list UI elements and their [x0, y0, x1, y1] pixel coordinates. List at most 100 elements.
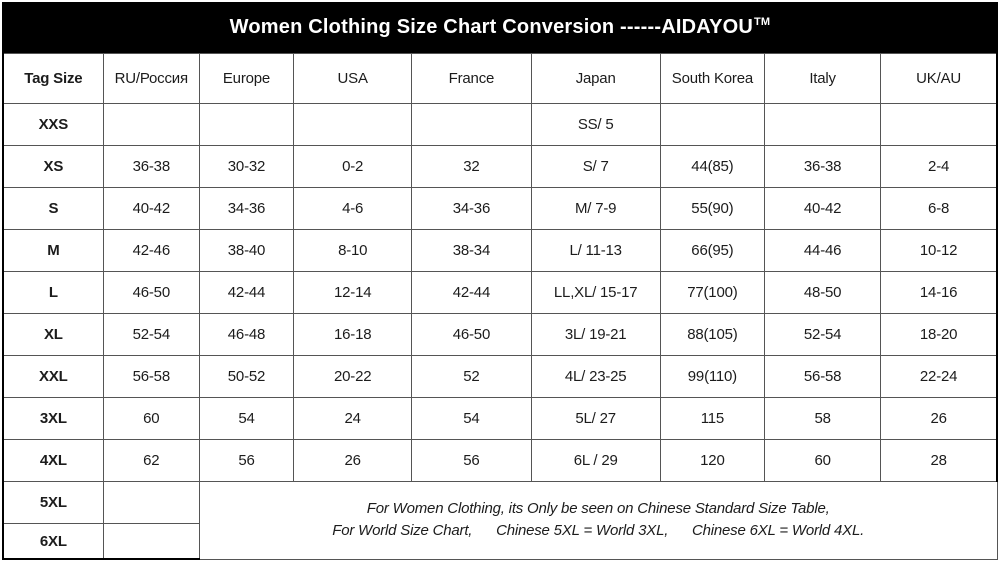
column-header: RU/Россия	[102, 53, 200, 104]
size-cell: 60	[763, 439, 882, 482]
table-row: 3XL 60 54 24 54 5L/ 27 115 58 26	[1, 397, 999, 440]
table-row: M 42-46 38-40 8-10 38-34 L/ 11-13 66(95) 44-46 1…	[1, 229, 999, 272]
note-line: For Women Clothing, its Only be seen on …	[366, 500, 830, 518]
size-cell: 60	[102, 397, 200, 440]
tag-cell: XL	[1, 313, 104, 356]
size-cell: 44(85)	[659, 145, 765, 188]
size-cell: 4-6	[293, 187, 413, 230]
size-cell	[763, 103, 882, 146]
size-cell: 56-58	[102, 355, 200, 398]
column-header: France	[411, 53, 532, 104]
table-row: XS 36-38 30-32 0-2 32 S/ 7 44(85) 36-38 2-4	[1, 145, 999, 188]
size-cell: LL,XL/ 15-17	[530, 271, 661, 314]
tag-cell: L	[1, 271, 104, 314]
size-cell	[198, 103, 295, 146]
size-cell: 66(95)	[659, 229, 765, 272]
header-row: Tag Size RU/Россия Europe USA France Japan Sou…	[1, 53, 999, 104]
column-header: Europe	[198, 53, 295, 104]
size-cell: 42-46	[102, 229, 200, 272]
size-conversion-table: Tag Size RU/Россия Europe USA France Japan Sou…	[1, 53, 999, 560]
empty-cell	[102, 481, 200, 524]
size-cell: L/ 11-13	[530, 229, 661, 272]
table-row: XL 52-54 46-48 16-18 46-50 3L/ 19-21 88(105) 52…	[1, 313, 999, 356]
table-row: L 46-50 42-44 12-14 42-44 LL,XL/ 15-17 77(100)…	[1, 271, 999, 314]
size-cell: 42-44	[198, 271, 295, 314]
tag-cell: 3XL	[1, 397, 104, 440]
size-cell: 8-10	[293, 229, 413, 272]
tag-cell: S	[1, 187, 104, 230]
size-cell: 56	[198, 439, 295, 482]
size-cell: 52-54	[763, 313, 882, 356]
size-cell: 2-4	[880, 145, 999, 188]
size-cell: 50-52	[198, 355, 295, 398]
size-cell: M/ 7-9	[530, 187, 661, 230]
size-cell: 28	[880, 439, 999, 482]
size-cell	[880, 103, 999, 146]
size-cell: 38-40	[198, 229, 295, 272]
size-cell: 46-48	[198, 313, 295, 356]
table-row: S 40-42 34-36 4-6 34-36 M/ 7-9 55(90) 40-42 6-8	[1, 187, 999, 230]
table-row: XXL 56-58 50-52 20-22 52 4L/ 23-25 99(110) 56-5…	[1, 355, 999, 398]
tag-cell: XXS	[1, 103, 104, 146]
size-cell: 26	[293, 439, 413, 482]
size-cell: 16-18	[293, 313, 413, 356]
size-cell: 10-12	[880, 229, 999, 272]
size-cell: 58	[763, 397, 882, 440]
size-cell: 3L/ 19-21	[530, 313, 661, 356]
size-cell: 12-14	[293, 271, 413, 314]
size-cell: 24	[293, 397, 413, 440]
size-cell: 55(90)	[659, 187, 765, 230]
size-cell: 32	[411, 145, 532, 188]
size-cell: 6-8	[880, 187, 999, 230]
size-cell: 26	[880, 397, 999, 440]
size-cell: 40-42	[763, 187, 882, 230]
column-header: South Korea	[659, 53, 765, 104]
size-cell: 38-34	[411, 229, 532, 272]
size-cell: 0-2	[293, 145, 413, 188]
tag-cell: XS	[1, 145, 104, 188]
size-cell: 5L/ 27	[530, 397, 661, 440]
column-header: Italy	[763, 53, 882, 104]
note-line: For World Size Chart, Chinese 5XL = Worl…	[332, 522, 865, 540]
table-row: 4XL 62 56 26 56 6L / 29 120 60 28	[1, 439, 999, 482]
size-cell	[293, 103, 413, 146]
table-row: 5XL For Women Clothing, its Only be seen …	[1, 481, 998, 560]
size-cell	[659, 103, 765, 146]
size-cell: 52-54	[102, 313, 200, 356]
column-header: USA	[293, 53, 413, 104]
trademark-symbol: TM	[754, 15, 771, 28]
size-cell: 30-32	[198, 145, 295, 188]
column-header: Japan	[530, 53, 661, 104]
table-row: XXS SS/ 5	[1, 103, 999, 146]
size-cell: 77(100)	[659, 271, 765, 314]
size-cell: 52	[411, 355, 532, 398]
note-cell: For Women Clothing, its Only be seen on …	[198, 481, 998, 560]
size-cell: 46-50	[102, 271, 200, 314]
size-cell: 48-50	[763, 271, 882, 314]
column-header-tag-size: Tag Size	[1, 53, 104, 104]
size-cell: 20-22	[293, 355, 413, 398]
size-cell: 36-38	[763, 145, 882, 188]
size-cell: 4L/ 23-25	[530, 355, 661, 398]
size-cell: 14-16	[880, 271, 999, 314]
size-cell: 42-44	[411, 271, 532, 314]
tag-cell: 5XL	[1, 481, 104, 524]
size-cell: SS/ 5	[530, 103, 661, 146]
size-cell: 99(110)	[659, 355, 765, 398]
size-cell: 6L / 29	[530, 439, 661, 482]
size-cell: 56	[411, 439, 532, 482]
size-cell	[102, 103, 200, 146]
size-cell: 46-50	[411, 313, 532, 356]
chart-title-bar: Women Clothing Size Chart Conversion ---…	[2, 2, 998, 53]
size-cell: 54	[411, 397, 532, 440]
size-cell: 62	[102, 439, 200, 482]
size-cell: 56-58	[763, 355, 882, 398]
size-cell: 44-46	[763, 229, 882, 272]
tag-cell: 6XL	[1, 523, 104, 560]
size-cell: 22-24	[880, 355, 999, 398]
size-cell: 120	[659, 439, 765, 482]
size-cell	[411, 103, 532, 146]
chart-title: Women Clothing Size Chart Conversion ---…	[229, 16, 754, 38]
tag-cell: XXL	[1, 355, 104, 398]
